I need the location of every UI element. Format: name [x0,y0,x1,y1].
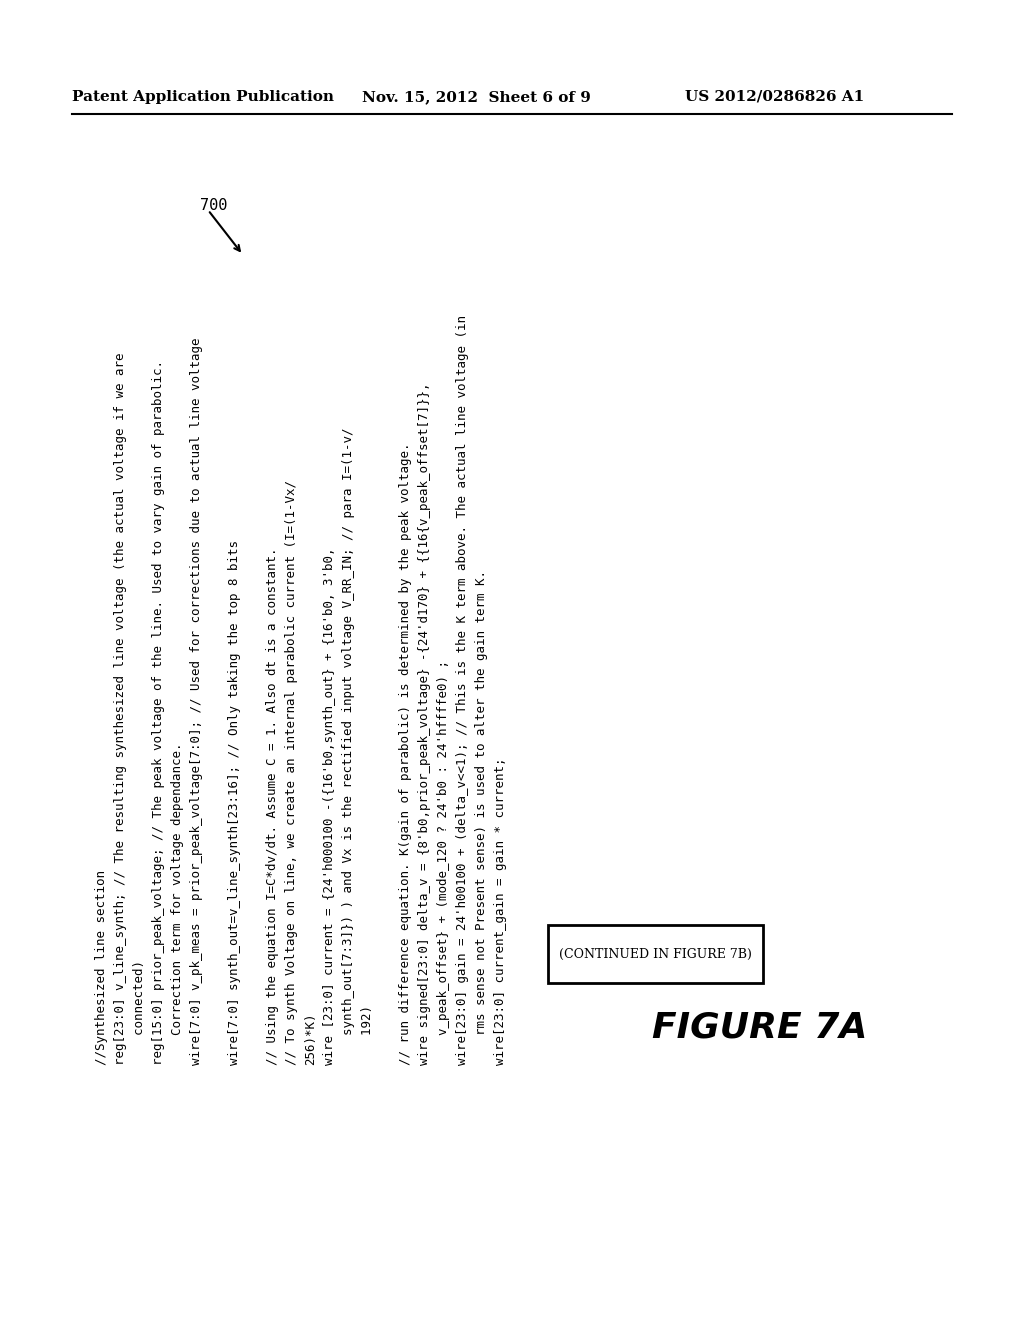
Text: // run difference equation. K(gain of parabolic) is determined by the peak volta: // run difference equation. K(gain of pa… [399,442,412,1065]
Text: wire signed[23:0] delta_v = {8'b0,prior_peak_voltage} -{24'd170} + {{16{v_peak_o: wire signed[23:0] delta_v = {8'b0,prior_… [418,383,431,1065]
Text: //Synthesized line section: //Synthesized line section [95,870,108,1065]
Text: 192): 192) [361,1005,374,1065]
Text: Nov. 15, 2012  Sheet 6 of 9: Nov. 15, 2012 Sheet 6 of 9 [362,90,591,104]
Text: Patent Application Publication: Patent Application Publication [72,90,334,104]
Text: 700: 700 [200,198,227,213]
Text: rms sense not Present sense) is used to alter the gain term K.: rms sense not Present sense) is used to … [475,570,488,1065]
Text: (CONTINUED IN FIGURE 7B): (CONTINUED IN FIGURE 7B) [559,948,752,961]
Text: wire [23:0] current = {24'h000100 -({16'b0,synth_out} + {16'b0, 3'b0,: wire [23:0] current = {24'h000100 -({16'… [323,548,336,1065]
Text: connected): connected) [133,960,146,1065]
Text: FIGURE 7A: FIGURE 7A [652,1010,867,1044]
Text: wire[7:0] synth_out=v_line_synth[23:16]; // Only taking the top 8 bits: wire[7:0] synth_out=v_line_synth[23:16];… [228,540,241,1065]
Text: reg[15:0] prior_peak_voltage; // The peak voltage of the line. Used to vary gain: reg[15:0] prior_peak_voltage; // The pea… [152,360,165,1065]
Text: synth_out[7:3]}) ) and Vx is the rectified input voltage V_RR_IN; // para I=(1-v: synth_out[7:3]}) ) and Vx is the rectifi… [342,428,355,1065]
Text: reg[23:0] v_line_synth; // The resulting synthesized line voltage (the actual vo: reg[23:0] v_line_synth; // The resulting… [114,352,127,1065]
Text: // To synth Voltage on line, we create an internal parabolic current (I=(1-Vx/: // To synth Voltage on line, we create a… [285,480,298,1065]
Text: wire[23:0] gain = 24'h00100 + (delta_v<<1); // This is the K term above. The act: wire[23:0] gain = 24'h00100 + (delta_v<<… [456,315,469,1065]
Bar [548,925,763,983]
Text: wire[7:0] v_pk_meas = prior_peak_voltage[7:0]; // Used for corrections due to ac: wire[7:0] v_pk_meas = prior_peak_voltage… [190,338,203,1065]
Text: 256)*K): 256)*K) [304,1012,317,1065]
Text: US 2012/0286826 A1: US 2012/0286826 A1 [685,90,864,104]
Text: // Using the equation I=C*dv/dt. Assume C = 1. Also dt is a constant.: // Using the equation I=C*dv/dt. Assume … [266,548,279,1065]
Text: Correction term for voltage dependance.: Correction term for voltage dependance. [171,742,184,1065]
Text: wire[23:0] current_gain = gain * current;: wire[23:0] current_gain = gain * current… [494,758,507,1065]
Text: v_peak_offset} + (mode_120 ? 24'b0 : 24'hffffe0) ;: v_peak_offset} + (mode_120 ? 24'b0 : 24'… [437,660,450,1065]
